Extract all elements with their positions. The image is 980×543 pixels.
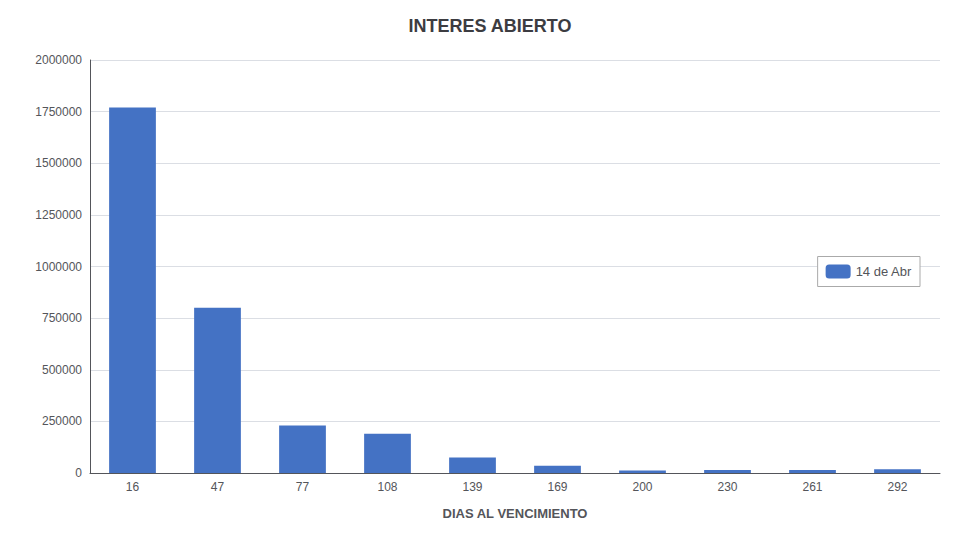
svg-text:108: 108 (377, 480, 397, 494)
svg-text:261: 261 (802, 480, 822, 494)
svg-text:500000: 500000 (42, 363, 82, 377)
svg-text:1000000: 1000000 (35, 260, 82, 274)
svg-text:0: 0 (75, 466, 82, 480)
svg-text:2000000: 2000000 (35, 53, 82, 67)
svg-text:250000: 250000 (42, 414, 82, 428)
svg-text:INTERES ABIERTO: INTERES ABIERTO (408, 16, 571, 36)
svg-text:1250000: 1250000 (35, 208, 82, 222)
svg-text:230: 230 (717, 480, 737, 494)
svg-text:139: 139 (462, 480, 482, 494)
svg-text:47: 47 (211, 480, 225, 494)
svg-text:750000: 750000 (42, 311, 82, 325)
svg-text:16: 16 (126, 480, 140, 494)
svg-text:77: 77 (296, 480, 310, 494)
svg-text:1500000: 1500000 (35, 156, 82, 170)
svg-text:DIAS AL VENCIMIENTO: DIAS AL VENCIMIENTO (443, 506, 588, 521)
svg-text:292: 292 (887, 480, 907, 494)
svg-text:1750000: 1750000 (35, 105, 82, 119)
svg-text:169: 169 (547, 480, 567, 494)
svg-text:14 de Abr: 14 de Abr (856, 264, 912, 279)
svg-text:200: 200 (632, 480, 652, 494)
